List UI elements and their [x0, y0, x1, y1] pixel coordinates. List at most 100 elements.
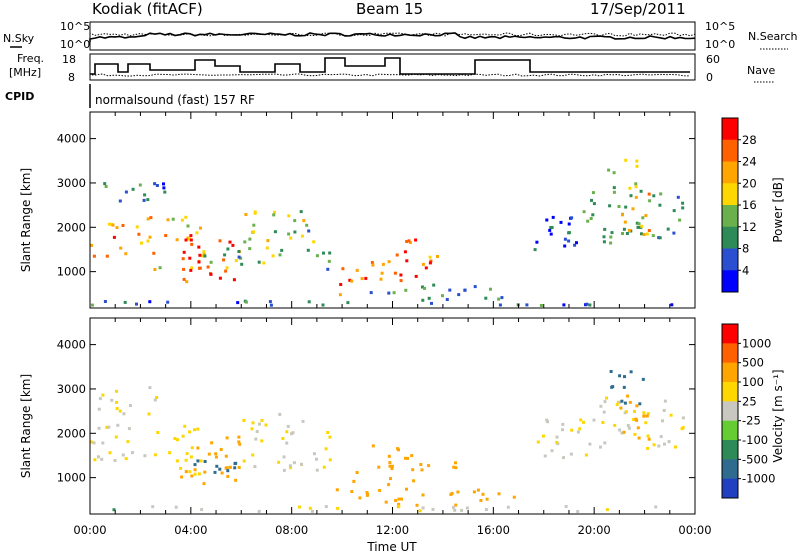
range-cell	[564, 505, 568, 508]
range-cell	[307, 229, 311, 233]
colorbar-segment	[722, 343, 738, 364]
range-cell	[352, 479, 356, 483]
range-cell	[142, 198, 146, 202]
range-cell	[613, 423, 617, 427]
range-cell	[287, 214, 291, 218]
velocity-panel: 1000 2000 3000 4000 00:00 04:00 08:00 12:00 16:…	[19, 317, 785, 537]
range-cell	[607, 168, 611, 172]
range-cell	[324, 505, 328, 509]
range-cell	[266, 239, 270, 243]
range-cell	[657, 444, 661, 448]
range-cell	[182, 277, 186, 281]
range-cell	[441, 294, 444, 298]
range-cell	[559, 220, 563, 224]
range-cell	[215, 464, 219, 468]
range-cell	[603, 227, 607, 231]
range-cell	[424, 266, 428, 270]
range-cell	[326, 267, 330, 271]
range-cell	[548, 228, 552, 232]
range-cell	[618, 428, 622, 432]
range-cell	[97, 407, 101, 411]
range-cell	[197, 472, 201, 476]
range-cell	[535, 240, 539, 244]
range-cell	[324, 447, 328, 451]
range-cell	[92, 254, 96, 258]
range-cell	[645, 232, 649, 236]
range-cell	[473, 285, 477, 289]
range-cell	[586, 219, 590, 223]
range-cell	[591, 191, 595, 195]
range-cell	[592, 418, 596, 422]
range-cell	[162, 186, 166, 190]
range-cell	[115, 407, 119, 410]
range-cell	[485, 497, 489, 501]
range-cell	[127, 427, 131, 431]
range-cell	[635, 404, 639, 408]
range-cell	[428, 255, 432, 259]
range-cell	[218, 239, 222, 243]
range-cell	[223, 253, 227, 257]
range-cell	[90, 303, 94, 307]
range-cell	[137, 232, 141, 236]
range-cell	[186, 224, 190, 228]
range-cell	[454, 503, 458, 507]
range-cell	[244, 213, 248, 216]
nave-tick-bottom: 0	[706, 71, 713, 84]
range-cell	[248, 237, 252, 241]
range-cell	[579, 418, 583, 422]
range-cell	[570, 216, 574, 220]
range-cell	[197, 245, 201, 249]
range-cell	[672, 209, 676, 213]
range-cell	[112, 235, 116, 239]
range-cell	[631, 207, 635, 211]
range-cell	[652, 443, 656, 447]
range-cell	[592, 202, 596, 206]
range-cell	[234, 478, 238, 482]
range-cell	[506, 505, 510, 509]
range-cell	[588, 303, 592, 307]
range-cell	[626, 424, 630, 427]
range-cell	[421, 262, 425, 266]
range-cell	[415, 503, 419, 507]
range-cell	[670, 303, 674, 307]
range-cell	[110, 398, 114, 402]
range-cell	[288, 464, 292, 468]
range-cell	[584, 453, 588, 457]
freq-unit-label: [MHz]	[9, 66, 41, 79]
range-cell	[430, 301, 433, 305]
power-ylabel: Slant Range [km]	[19, 168, 33, 272]
range-cell	[681, 201, 685, 205]
colorbar-segment	[722, 205, 738, 228]
range-cell	[181, 434, 185, 438]
range-cell	[622, 430, 626, 434]
range-cell	[151, 505, 155, 509]
range-cell	[202, 250, 206, 254]
range-cell	[618, 374, 622, 378]
range-cell	[636, 225, 640, 229]
range-cell	[200, 508, 204, 512]
x-tick-label: 12:00	[376, 523, 409, 537]
range-cell	[629, 370, 633, 374]
range-cell	[667, 440, 671, 444]
range-cell	[525, 303, 529, 307]
range-cell	[648, 199, 652, 203]
range-cell	[265, 246, 269, 250]
range-cell	[582, 210, 586, 214]
range-cell	[654, 505, 658, 509]
range-cell	[623, 375, 626, 379]
x-tick-label: 08:00	[275, 523, 308, 537]
range-cell	[108, 451, 112, 455]
range-cell	[622, 227, 626, 231]
range-cell	[603, 400, 607, 404]
range-cell	[419, 463, 423, 466]
range-cell	[146, 198, 150, 202]
range-cell	[676, 195, 680, 199]
range-cell	[108, 222, 111, 226]
range-cell	[582, 420, 585, 424]
range-cell	[635, 159, 639, 163]
range-cell	[397, 502, 401, 506]
range-cell	[578, 427, 582, 431]
range-cell	[176, 438, 179, 442]
range-cell	[231, 243, 235, 247]
range-cell	[658, 236, 662, 240]
